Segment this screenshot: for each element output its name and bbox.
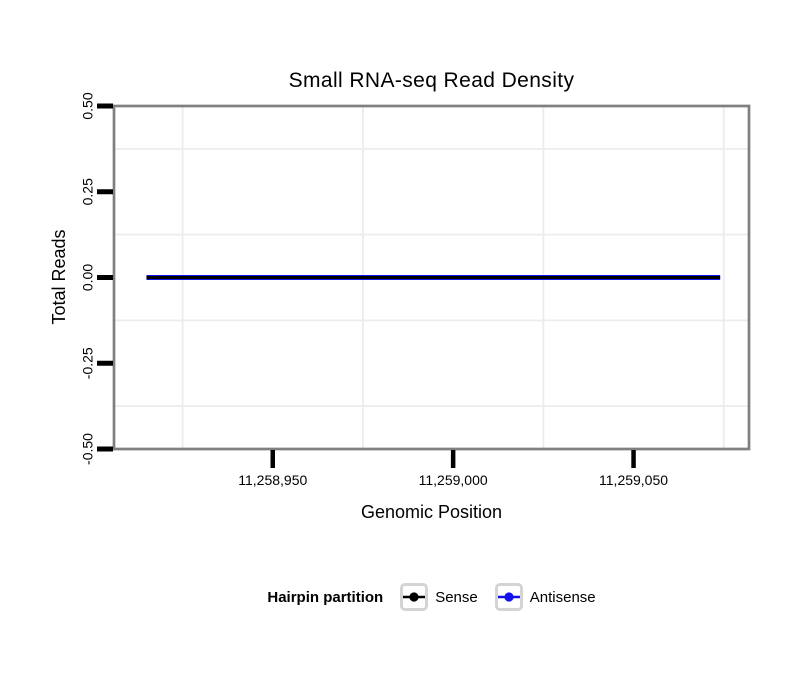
y-tick-label: -0.50 — [80, 433, 96, 465]
y-tick-label: 0.00 — [80, 264, 96, 291]
x-tick-label: 11,258,950 — [238, 472, 307, 488]
panel-border — [112, 104, 751, 451]
y-tick-label: -0.25 — [80, 347, 96, 379]
legend: Hairpin partition Sense Antisense — [114, 581, 749, 613]
legend-key-point — [409, 592, 419, 602]
x-axis-title: Genomic Position — [360, 502, 503, 522]
legend-key — [494, 583, 523, 611]
legend-key-glyph — [403, 592, 426, 602]
y-tick-label: 0.50 — [80, 92, 96, 119]
x-tick-label: 11,259,000 — [419, 472, 488, 488]
legend-item-label: Antisense — [529, 588, 596, 606]
legend-key — [400, 583, 429, 611]
legend-item-label: Sense — [435, 588, 478, 606]
y-tick-label: 0.25 — [80, 178, 96, 205]
legend-item-antisense: Antisense — [494, 583, 596, 611]
chart-title: Small RNA-seq Read Density — [288, 69, 575, 92]
x-tick-label: 11,259,050 — [599, 472, 668, 488]
legend-key-point — [504, 592, 514, 602]
legend-title: Hairpin partition — [267, 588, 384, 606]
legend-item-sense: Sense — [400, 583, 478, 611]
legend-key-glyph — [497, 592, 520, 602]
